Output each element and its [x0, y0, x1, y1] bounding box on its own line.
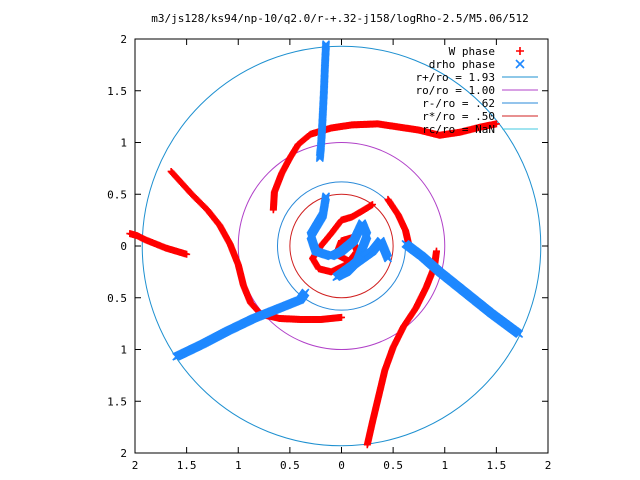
y-tick-label: 0.5: [107, 292, 127, 305]
drho-phase-point: [383, 254, 393, 263]
y-tick-label: 1.5: [107, 85, 127, 98]
reference-circle: [289, 193, 394, 299]
legend-label: r+/ro = 1.93: [416, 71, 495, 84]
w-phase-point: [516, 47, 524, 55]
y-tick-label: 2: [120, 33, 127, 46]
x-tick-label: 0: [338, 459, 345, 472]
drho-phase-point: [515, 59, 525, 69]
legend-label: r-/ro = .62: [422, 97, 495, 110]
w-phase-series: [126, 120, 500, 449]
w-phase-point: [338, 313, 345, 321]
x-tick-label: 2: [132, 459, 139, 472]
phase-series: [126, 40, 524, 449]
x-tick-label: 1.5: [177, 459, 197, 472]
y-tick-label: 1: [120, 137, 127, 150]
drho-phase-point: [301, 288, 310, 297]
legend-label: r*/ro = .50: [422, 110, 495, 123]
y-tick-label: 0.5: [107, 188, 127, 201]
x-tick-label: 1: [235, 459, 242, 472]
x-tick-label: 0.5: [280, 459, 300, 472]
y-tick-label: 1.5: [107, 395, 127, 408]
reference-circle: [237, 142, 446, 350]
x-tick-label: 2: [545, 459, 552, 472]
x-tick-label: 0.5: [383, 459, 403, 472]
y-tick-label: 2: [120, 447, 127, 460]
legend-label: W phase: [449, 45, 495, 58]
reference-circles: [141, 45, 542, 447]
x-tick-label: 1.5: [486, 459, 506, 472]
w-phase-point: [269, 206, 277, 214]
y-tick-label: 0: [120, 240, 127, 253]
axis-ticks: 2 1.5 1 0.5 0 0.5 1 1.5 221.510.500.511.52: [107, 33, 551, 472]
y-tick-label: 1: [120, 344, 127, 357]
drho-phase-point: [315, 153, 324, 163]
drho-phase-series: [172, 40, 524, 361]
legend-label: drho phase: [429, 58, 495, 71]
reference-circle: [141, 45, 542, 447]
x-tick-label: 1: [441, 459, 448, 472]
legend-label: rc/ro = NaN: [422, 123, 495, 136]
w-phase-point: [183, 250, 191, 258]
chart-title: m3/js128/ks94/np-10/q2.0/r-+.32-j158/log…: [151, 12, 529, 25]
legend-label: ro/ro = 1.00: [416, 84, 495, 97]
w-phase-point: [432, 247, 440, 255]
drho-phase-point: [401, 239, 410, 248]
